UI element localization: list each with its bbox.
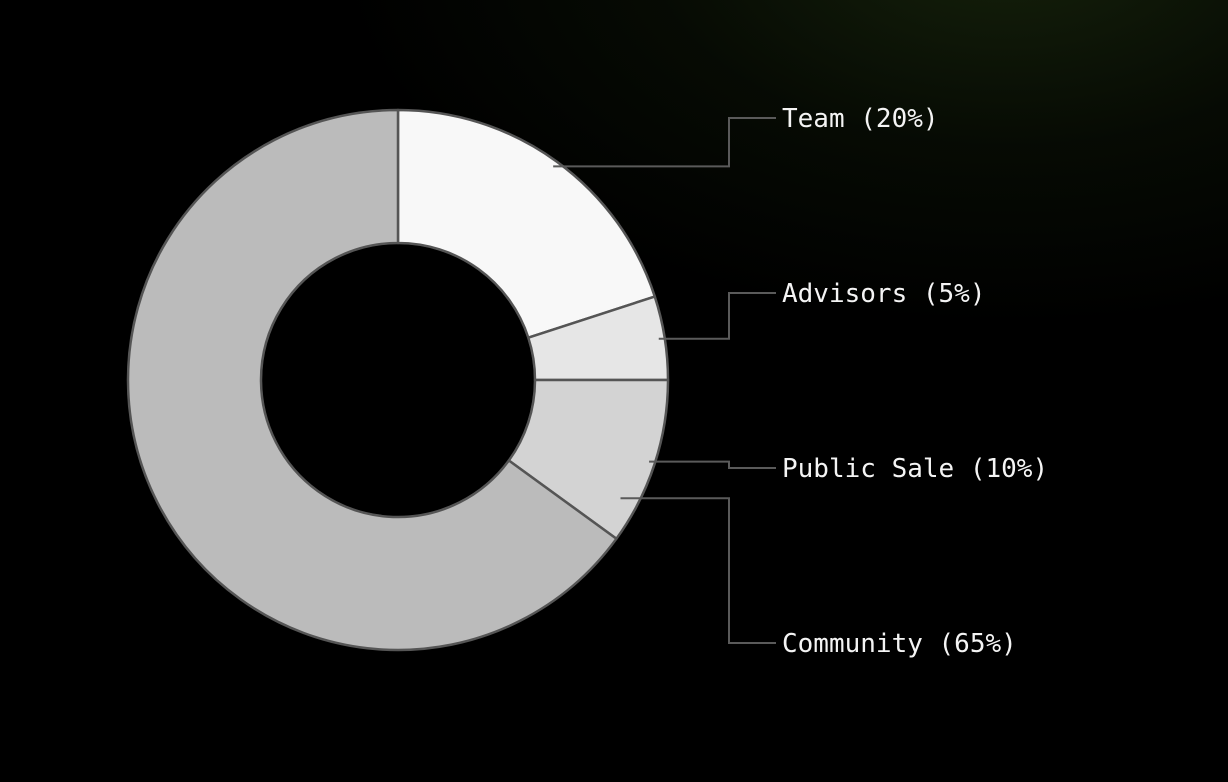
slice-team — [396, 108, 657, 339]
label-team: Team (20%) — [782, 104, 939, 134]
label-community: Community (65%) — [782, 629, 1017, 659]
slices-layer — [126, 108, 670, 652]
leader-line-advisors — [658, 292, 776, 340]
labels-layer: Team (20%) Advisors (5%) Public Sale (10%)… — [782, 104, 1048, 659]
leader-line-community — [620, 497, 776, 644]
leader-line-public-sale — [649, 460, 776, 469]
leader-line-team — [553, 117, 776, 168]
slice-community — [126, 108, 618, 652]
label-advisors: Advisors (5%) — [782, 279, 986, 309]
leader-lines-layer — [553, 117, 776, 644]
donut-hole — [262, 244, 534, 516]
label-public-sale: Public Sale (10%) — [782, 454, 1048, 484]
